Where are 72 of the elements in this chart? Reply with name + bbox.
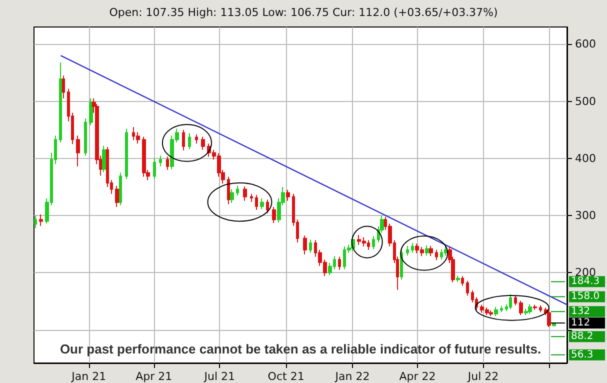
candlestick (201, 136, 205, 150)
candlestick (286, 189, 290, 202)
candlestick (59, 62, 62, 143)
x-tick-label: Jan 21 (70, 370, 106, 383)
candlestick (260, 198, 264, 210)
candlestick (528, 304, 532, 314)
candlestick (461, 276, 464, 286)
candlestick (514, 295, 517, 306)
candlestick (435, 249, 438, 261)
ref-line-label: 112 (571, 318, 590, 328)
candlestick (429, 245, 433, 257)
x-tick-label: Apr 21 (136, 370, 172, 383)
candlestick (494, 306, 498, 317)
candlestick (509, 294, 512, 310)
candlestick (547, 310, 551, 328)
x-tick-label: Apr 22 (399, 370, 436, 383)
candlestick (524, 308, 528, 316)
candlestick (119, 172, 122, 206)
candlestick (440, 248, 443, 260)
x-tick-label: Jan 22 (334, 370, 370, 383)
candlestick (519, 300, 523, 316)
candlestick (182, 129, 185, 151)
candlestick (62, 75, 65, 99)
candlestick (444, 246, 447, 256)
candlestick (272, 206, 276, 224)
x-tick-label: Oct 21 (268, 370, 304, 383)
candlestick (425, 244, 429, 256)
candlestick (500, 305, 503, 313)
candlestick (188, 132, 191, 150)
ref-line-label: 158.0 (571, 291, 600, 302)
candlestick (309, 239, 312, 254)
candlestick (411, 242, 414, 254)
candlestick (142, 136, 146, 178)
candlestick (227, 176, 230, 205)
candlestick (115, 185, 119, 208)
chart-subtitle: Open: 107.35 High: 113.05 Low: 106.75 Cur: 112.0 (+03.65/+03.37%) (109, 6, 498, 19)
annotation: Our past performance cannot be taken as a reliable indicator of future results. (60, 342, 542, 356)
candlestick (406, 245, 409, 256)
y-tick-label: 600 (575, 38, 596, 51)
candlestick (195, 134, 198, 144)
x-tick-label: Jul 21 (203, 370, 235, 383)
x-tick-label: Jul 22 (466, 370, 499, 383)
candlestick (236, 185, 239, 196)
candlestick (159, 155, 162, 167)
candlestick (166, 156, 169, 170)
candlestick (466, 280, 469, 296)
y-tick-label: 400 (575, 152, 596, 165)
candlestick (76, 135, 80, 167)
candlestick (250, 193, 253, 202)
candlestick (230, 188, 234, 204)
candlestick (372, 236, 375, 250)
ref-line-label: 56.3 (571, 349, 594, 360)
candlestick (84, 118, 87, 156)
y-tick-label: 500 (575, 94, 596, 108)
candlestick (489, 310, 493, 317)
candlestick (153, 158, 156, 180)
candlestick (89, 98, 93, 126)
candlestick (255, 194, 258, 210)
candlestick (533, 304, 537, 310)
candlestick (243, 186, 247, 202)
candlestick (338, 256, 341, 270)
y-tick-label: 300 (575, 209, 596, 222)
candlestick (456, 275, 460, 282)
candlestick (539, 304, 542, 313)
ref-line-label: 132 (571, 306, 590, 318)
candlestick (266, 199, 269, 214)
candlestick (34, 215, 37, 229)
candlestick (125, 128, 128, 180)
candlestick (303, 235, 307, 255)
candlestick (102, 145, 106, 173)
candlestick (39, 214, 43, 226)
ref-line-label: 88.2 (571, 331, 594, 342)
